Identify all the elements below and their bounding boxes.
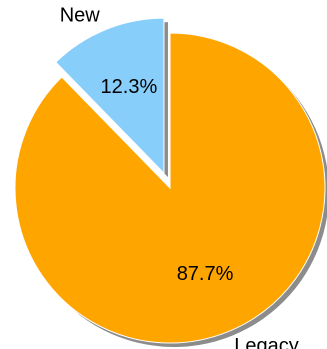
pie-pct-label-new: 12.3% — [101, 76, 158, 98]
pie-slice-new — [55, 17, 165, 175]
label-layer: 87.7% Legacy 12.3% New — [60, 4, 299, 349]
slice-layer — [14, 17, 326, 344]
pie-pct-label-legacy: 87.7% — [177, 263, 234, 285]
pie-slice-legacy — [14, 32, 326, 344]
pie-name-label-legacy: Legacy — [234, 335, 299, 349]
pie-name-label-new: New — [60, 4, 101, 26]
